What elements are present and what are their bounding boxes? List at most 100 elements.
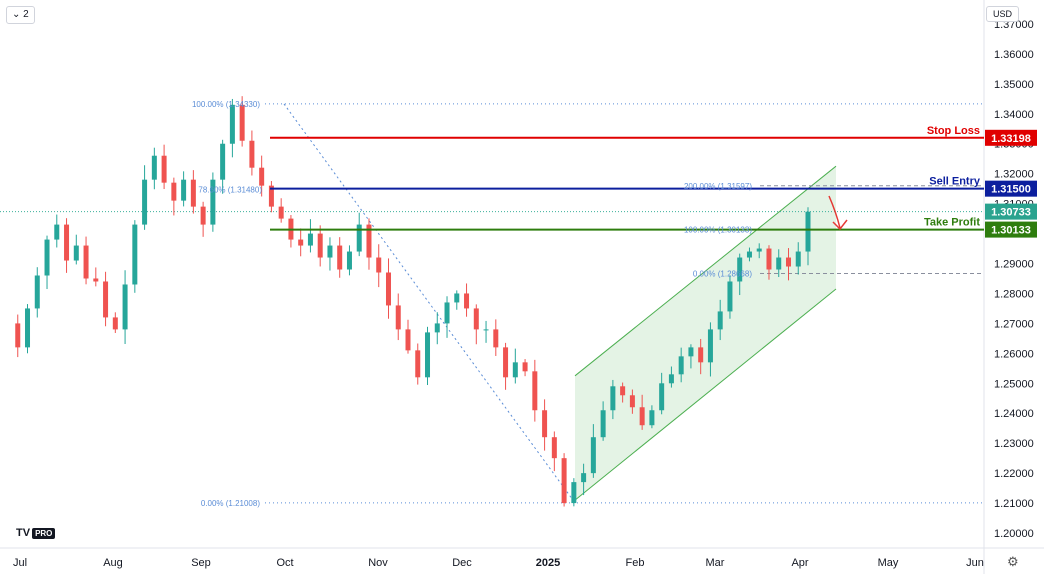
y-tick-label: 1.26000 [994,348,1034,360]
x-tick-label: Apr [791,557,808,569]
candle-body [512,362,518,378]
candle-body [805,211,811,252]
candle-body [756,248,762,252]
candle-body [532,371,538,411]
x-tick-label: Oct [276,557,293,569]
level-price-badge [985,221,1037,238]
x-tick-label: Feb [626,557,645,569]
y-tick-label: 1.24000 [994,408,1034,420]
candle-body [64,224,70,261]
fib-label: 0.00% (1.28668) [693,269,752,278]
candle-body [190,179,196,207]
candle-body [103,281,109,318]
candle-body [668,374,674,384]
candle-body [454,293,460,303]
current-price-label: 1.30733 [991,207,1031,219]
level-price-label: 1.30133 [991,225,1031,237]
x-tick-label: Sep [191,557,211,569]
candle-body [688,347,694,357]
candle-body [620,386,626,396]
x-tick-label: Jun [966,557,984,569]
candle-body [581,473,587,483]
candle-body [317,233,323,258]
candle-body [649,410,655,426]
candle-body [346,251,352,270]
candle-body [542,410,548,438]
candle-body [425,332,431,378]
candle-body [600,410,606,438]
x-tick-label: Jul [13,557,27,569]
candle-body [571,482,577,504]
candle-body [171,182,177,201]
candle-body [678,356,684,375]
candle-body [707,329,713,363]
candle-body [551,437,557,459]
level-name-label: Sell Entry [929,176,981,188]
y-tick-label: 1.35000 [994,79,1034,91]
candle-body [15,323,21,348]
x-tick-label: Dec [452,557,472,569]
level-price-label: 1.33198 [991,133,1031,145]
x-tick-label: 2025 [536,557,560,569]
y-tick-label: 1.27000 [994,318,1034,330]
candle-body [746,251,752,258]
candle-body [112,317,118,330]
fib-label: 78.60% (1.31480) [198,185,262,194]
candle-body [122,284,128,330]
candle-body [493,329,499,348]
candle-body [698,347,704,363]
candle-body [181,179,187,201]
y-tick-label: 1.28000 [994,288,1034,300]
channel-lower-line [574,288,837,501]
candle-body [327,245,333,258]
candle-body [259,167,265,186]
candle-body [210,179,216,225]
candle-body [298,239,304,246]
candle-body [356,224,362,252]
currency-selector[interactable]: USD [986,6,1020,22]
level-price-badge [985,129,1037,146]
candle-body [161,155,167,183]
candle-body [590,437,596,474]
candle-body [151,155,157,180]
fib-label: 100.00% (1.34330) [192,100,260,109]
interval-button[interactable]: ⌄ 2 [6,6,35,24]
plot-area [0,0,984,548]
candle-body [337,245,343,270]
candle-body [503,347,509,378]
candle-body [385,272,391,306]
tradingview-logo: TV PRO [16,527,56,539]
level-price-badge [985,180,1037,197]
fib-label: 200.00% (1.31597) [684,182,752,191]
candle-body [73,245,79,261]
candle-body [200,206,206,225]
y-tick-label: 1.20000 [994,528,1034,540]
level-name-label: Take Profit [924,217,980,229]
x-tick-label: Mar [706,557,725,569]
candle-body [83,245,89,279]
candle-body [25,308,31,348]
candle-body [229,104,235,144]
candle-body [405,329,411,351]
candle-body [268,185,274,207]
candle-body [132,224,138,285]
candle-body [464,293,470,309]
candle-body [54,224,60,240]
candle-body [629,395,635,408]
level-name-label: Stop Loss [927,125,980,137]
candle-body [93,278,99,282]
x-tick-label: Nov [368,557,388,569]
y-tick-label: 1.23000 [994,438,1034,450]
fib-label: 100.00% (1.30133) [684,226,752,235]
candle-body [785,257,791,267]
y-tick-label: 1.25000 [994,378,1034,390]
candle-body [376,257,382,273]
candle-body [610,386,616,411]
candle-body [795,251,801,267]
candle-body [776,257,782,270]
settings-gear-icon[interactable]: ⚙ [1007,554,1019,569]
candle-body [434,323,440,333]
y-tick-label: 1.34000 [994,109,1034,121]
candle-body [307,233,313,246]
